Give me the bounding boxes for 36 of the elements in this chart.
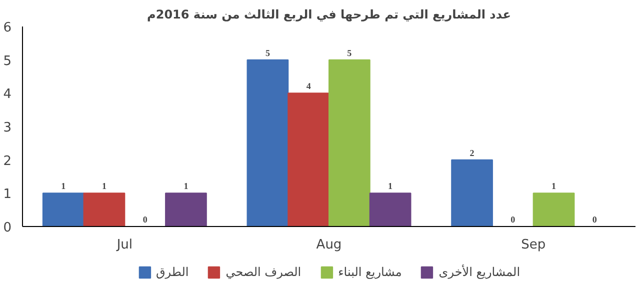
x-tick-label: Jul bbox=[116, 238, 133, 252]
data-label: 1 bbox=[388, 181, 394, 192]
chart-title: عدد المشاريع التي تم طرحها في الربع الثالث من سنة 2016م bbox=[147, 8, 511, 22]
bar bbox=[83, 192, 126, 226]
data-label: 5 bbox=[347, 48, 352, 58]
legend-label: الصرف الصحي bbox=[226, 265, 302, 279]
data-label: 1 bbox=[184, 181, 189, 192]
y-tick-label: 6 bbox=[3, 20, 12, 36]
data-label: 1 bbox=[552, 181, 557, 192]
data-label: 0 bbox=[510, 214, 516, 224]
legend-label: الطرق bbox=[156, 265, 189, 279]
bar bbox=[328, 59, 370, 226]
data-label: 5 bbox=[265, 48, 270, 58]
y-tick-label: 2 bbox=[3, 154, 12, 169]
y-tick-label: 3 bbox=[3, 120, 12, 136]
bar bbox=[451, 159, 493, 226]
y-tick-label: 1 bbox=[3, 187, 12, 202]
legend-label: المشاريع الأخرى bbox=[438, 265, 520, 279]
x-tick-label: Aug bbox=[316, 238, 342, 252]
data-label: 2 bbox=[470, 148, 475, 158]
data-label: 4 bbox=[306, 81, 312, 92]
bar bbox=[369, 192, 412, 226]
bar bbox=[288, 92, 330, 226]
y-tick-label: 0 bbox=[3, 220, 12, 236]
data-label: 0 bbox=[592, 214, 598, 224]
bar bbox=[246, 59, 289, 226]
bar bbox=[532, 192, 575, 226]
y-tick-label: 4 bbox=[3, 87, 12, 102]
x-tick-label: Sep bbox=[521, 238, 546, 252]
legend-label: مشاريع البناء bbox=[338, 265, 402, 279]
bar bbox=[165, 192, 207, 226]
y-tick-label: 5 bbox=[3, 54, 12, 69]
data-label: 1 bbox=[61, 181, 66, 192]
bar bbox=[42, 192, 84, 226]
data-label: 0 bbox=[142, 214, 148, 224]
data-label: 1 bbox=[102, 181, 107, 192]
